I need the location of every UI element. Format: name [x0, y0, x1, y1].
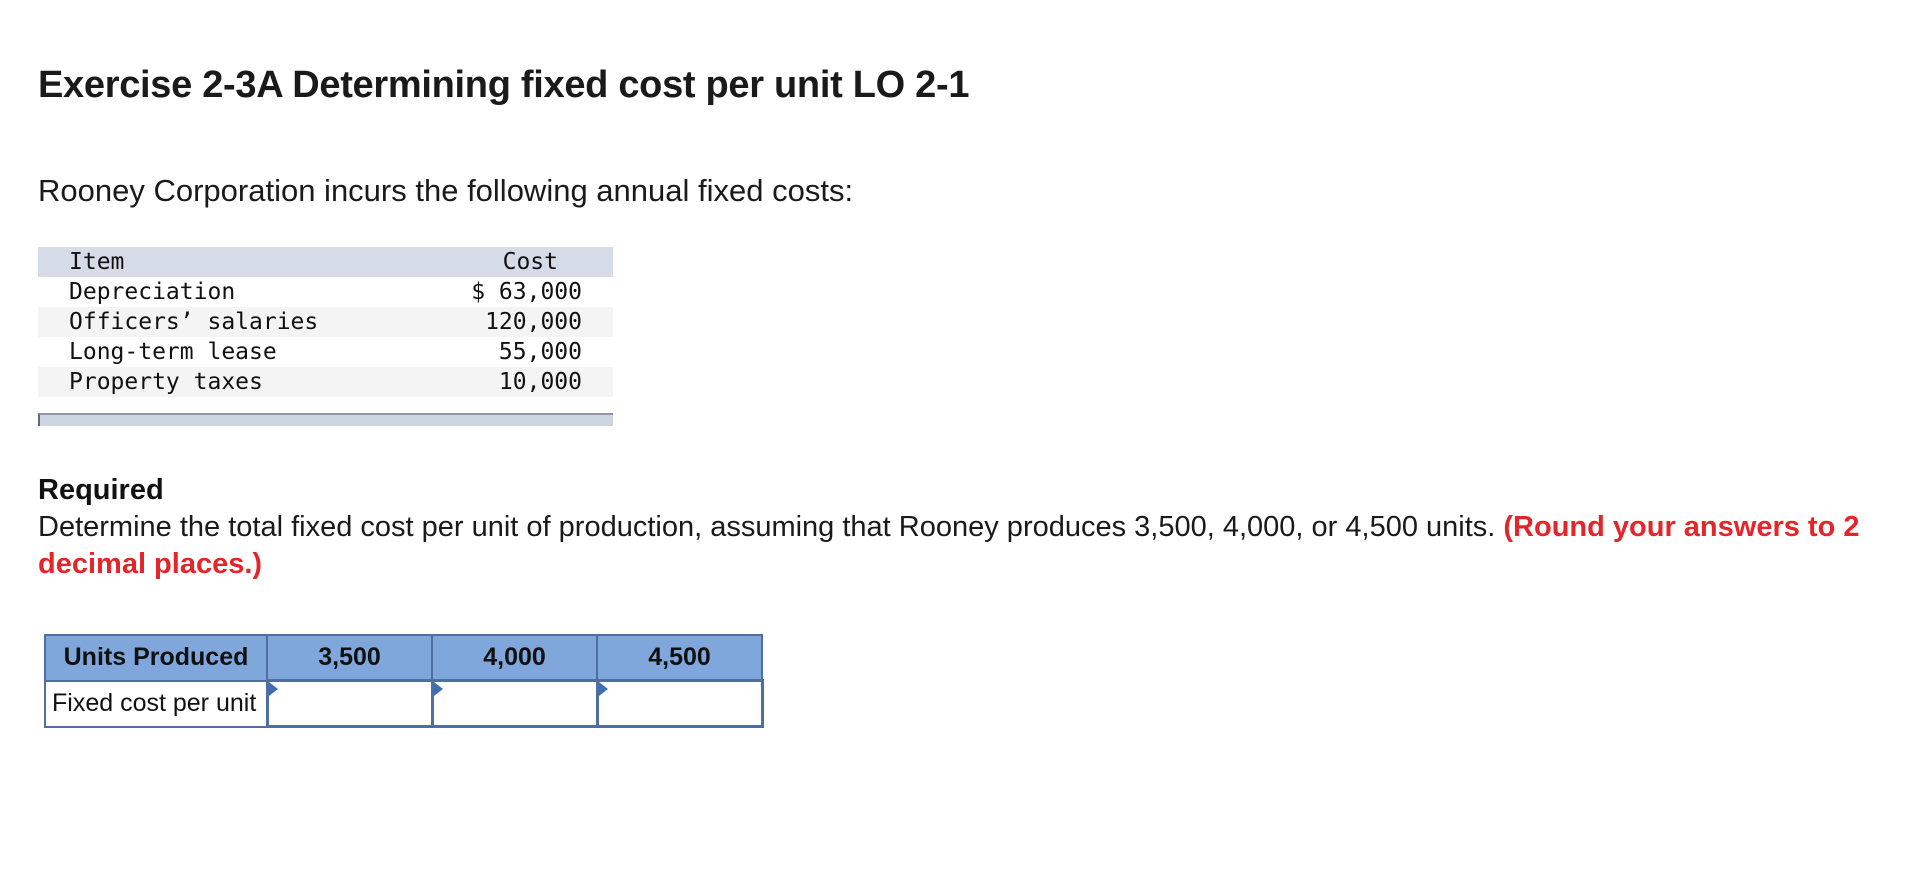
table-row: Property taxes 10,000	[38, 367, 613, 397]
answer-grid-header: Units Produced 3,500 4,000 4,500	[44, 634, 763, 682]
item-column-header: Item	[38, 247, 420, 277]
fixed-cost-per-unit-input-3500[interactable]	[268, 683, 431, 724]
rounding-note: (Round your answers to 2 decimal places.…	[38, 511, 1860, 580]
answer-grid: Units Produced 3,500 4,000 4,500 Fixed c…	[44, 634, 764, 728]
fixed-cost-table-header: Item Cost	[38, 247, 613, 277]
table-row: Long-term lease 55,000	[38, 337, 613, 367]
table-row: Officers’ salaries 120,000	[38, 307, 613, 337]
input-marker-icon	[268, 682, 278, 696]
cost-item-label: Property taxes	[38, 367, 420, 397]
answer-grid-row: Fixed cost per unit	[44, 679, 764, 728]
answer-cell	[595, 679, 764, 728]
fixed-cost-table: Item Cost Depreciation $ 63,000 Officers…	[38, 247, 613, 397]
cost-column-header: Cost	[419, 247, 613, 277]
cost-item-value: 120,000	[419, 307, 613, 337]
units-column-header: 4,500	[596, 634, 763, 682]
cost-item-label: Depreciation	[38, 277, 420, 307]
cost-item-label: Officers’ salaries	[38, 307, 420, 337]
intro-text: Rooney Corporation incurs the following …	[38, 173, 854, 208]
cost-item-label: Long-term lease	[38, 337, 420, 367]
required-heading: Required	[38, 474, 164, 506]
units-produced-header: Units Produced	[44, 634, 268, 682]
fixed-cost-table-footer	[38, 413, 613, 426]
page-title: Exercise 2-3A Determining fixed cost per…	[38, 64, 970, 106]
answer-cell	[430, 679, 599, 728]
cost-item-value: 55,000	[419, 337, 613, 367]
required-text: Determine the total fixed cost per unit …	[38, 511, 1504, 543]
fixed-cost-per-unit-input-4500[interactable]	[598, 683, 761, 724]
required-instructions: Determine the total fixed cost per unit …	[38, 509, 1908, 583]
cost-item-value: 10,000	[419, 367, 613, 397]
cost-item-value: $ 63,000	[419, 277, 613, 307]
answer-cell	[265, 679, 434, 728]
fixed-cost-per-unit-label: Fixed cost per unit	[44, 679, 268, 728]
table-row: Depreciation $ 63,000	[38, 277, 613, 307]
input-marker-icon	[598, 682, 608, 696]
units-column-header: 4,000	[431, 634, 598, 682]
fixed-cost-per-unit-input-4000[interactable]	[433, 683, 596, 724]
units-column-header: 3,500	[266, 634, 433, 682]
input-marker-icon	[433, 682, 443, 696]
